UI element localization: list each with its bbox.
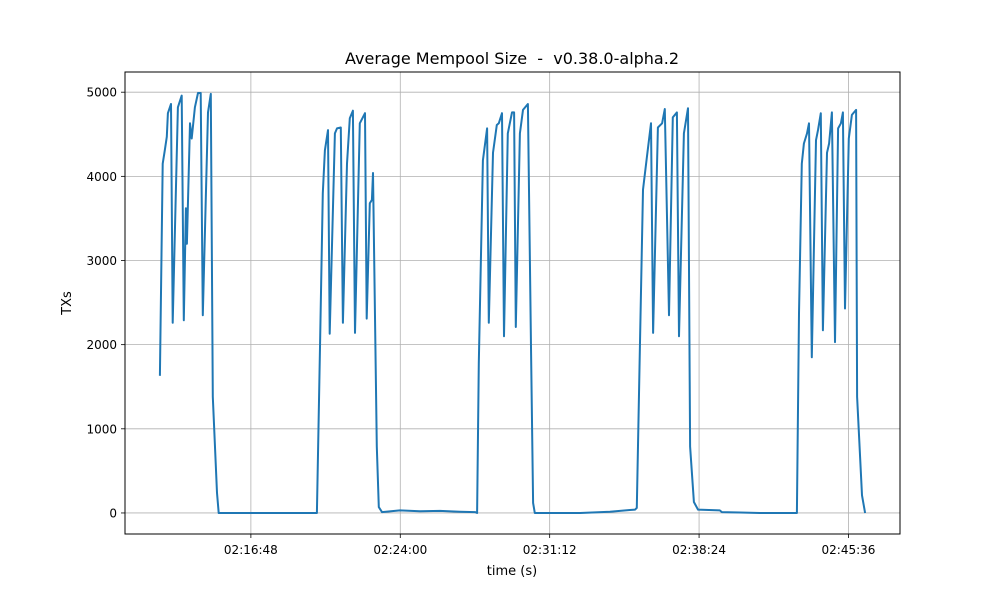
series-line: [158, 92, 867, 514]
y-tick-label: 2000: [86, 338, 117, 352]
plot-area: [158, 92, 867, 514]
x-tick-label: 02:16:48: [224, 543, 278, 557]
y-tick-label: 4000: [86, 170, 117, 184]
y-tick-label: 5000: [86, 86, 117, 100]
x-tick-label: 02:24:00: [373, 543, 427, 557]
y-tick-label: 0: [109, 506, 117, 520]
x-tick-label: 02:31:12: [523, 543, 577, 557]
x-axis: 02:16:48 02:24:00 02:31:12 02:38:24 02:45:36: [224, 534, 875, 557]
x-tick-label: 02:45:36: [822, 543, 876, 557]
x-tick-label: 02:38:24: [672, 543, 726, 557]
axes-frame: [124, 71, 901, 535]
y-axis: 0 1000 2000 3000 4000 5000: [86, 86, 125, 520]
y-tick-label: 3000: [86, 254, 117, 268]
x-axis-label: time (s): [487, 564, 537, 579]
y-tick-label: 1000: [86, 422, 117, 436]
chart-title: Average Mempool Size - v0.38.0-alpha.2: [345, 49, 679, 68]
y-axis-label: TXs: [60, 291, 75, 316]
